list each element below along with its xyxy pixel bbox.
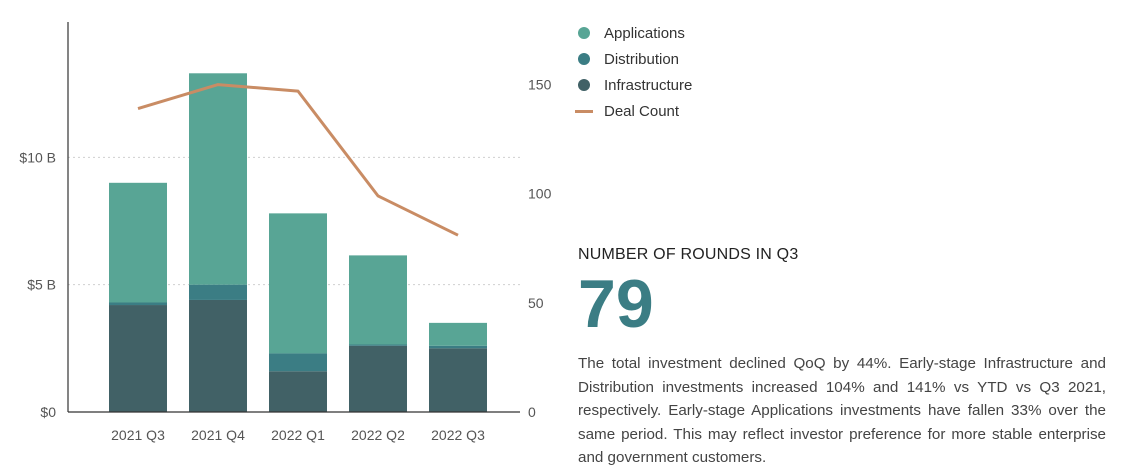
deal-count-line: [137, 83, 459, 237]
bar-applications: [189, 73, 247, 285]
right-tick-label: 0: [528, 404, 536, 420]
legend-item-infrastructure: Infrastructure: [578, 72, 692, 98]
bar-distribution: [349, 344, 407, 346]
legend-dot-icon: [578, 53, 590, 65]
category-label: 2021 Q3: [111, 427, 165, 443]
legend-dot-icon: [578, 27, 590, 39]
bar-distribution: [429, 345, 487, 349]
left-tick-label: $10 B: [19, 149, 56, 165]
category-label: 2022 Q3: [431, 427, 485, 443]
chart-legend: Applications Distribution Infrastructure…: [575, 20, 692, 124]
bar-applications: [349, 255, 407, 345]
bar-infrastructure: [189, 299, 247, 412]
tick-labels: $0 $5 B $10 B 0 50 100 150 2021 Q3 2021 Q4 2022 Q…: [19, 77, 551, 443]
legend-line-icon: [575, 109, 593, 113]
bar-distribution: [109, 302, 167, 306]
category-label: 2022 Q2: [351, 427, 405, 443]
left-tick-label: $0: [40, 404, 56, 420]
right-tick-label: 100: [528, 186, 552, 202]
legend-item-deal-count: Deal Count: [575, 98, 692, 124]
bar-distribution: [269, 353, 327, 372]
right-tick-label: 150: [528, 77, 552, 93]
bar-infrastructure: [109, 305, 167, 412]
legend-item-distribution: Distribution: [578, 46, 692, 72]
legend-label: Applications: [604, 24, 685, 42]
deal-count-line-layer: [137, 83, 459, 237]
rounds-heading: NUMBER OF ROUNDS IN Q3: [578, 246, 799, 263]
rounds-count: 79: [578, 266, 654, 342]
legend-item-applications: Applications: [578, 20, 692, 46]
bar-distribution: [189, 284, 247, 300]
summary-text: The total investment declined QoQ by 44%…: [578, 355, 1106, 466]
bar-applications: [429, 322, 487, 346]
investment-chart: $0 $5 B $10 B 0 50 100 150 2021 Q3 2021 Q4 2022 Q…: [19, 22, 552, 443]
legend-dot-icon: [578, 79, 590, 91]
legend-label: Infrastructure: [604, 76, 693, 94]
left-tick-label: $5 B: [27, 277, 56, 293]
category-label: 2021 Q4: [191, 427, 245, 443]
bar-applications: [269, 213, 327, 354]
bar-infrastructure: [429, 348, 487, 412]
category-label: 2022 Q1: [271, 427, 325, 443]
right-tick-label: 50: [528, 295, 544, 311]
rounds-panel: NUMBER OF ROUNDS IN Q3 79 The total inve…: [578, 246, 1106, 470]
legend-label: Deal Count: [604, 102, 680, 120]
bars: [109, 73, 487, 412]
legend-label: Distribution: [604, 50, 680, 68]
bar-infrastructure: [349, 345, 407, 412]
bar-infrastructure: [269, 371, 327, 412]
axes: [67, 22, 520, 413]
bar-applications: [109, 182, 167, 303]
